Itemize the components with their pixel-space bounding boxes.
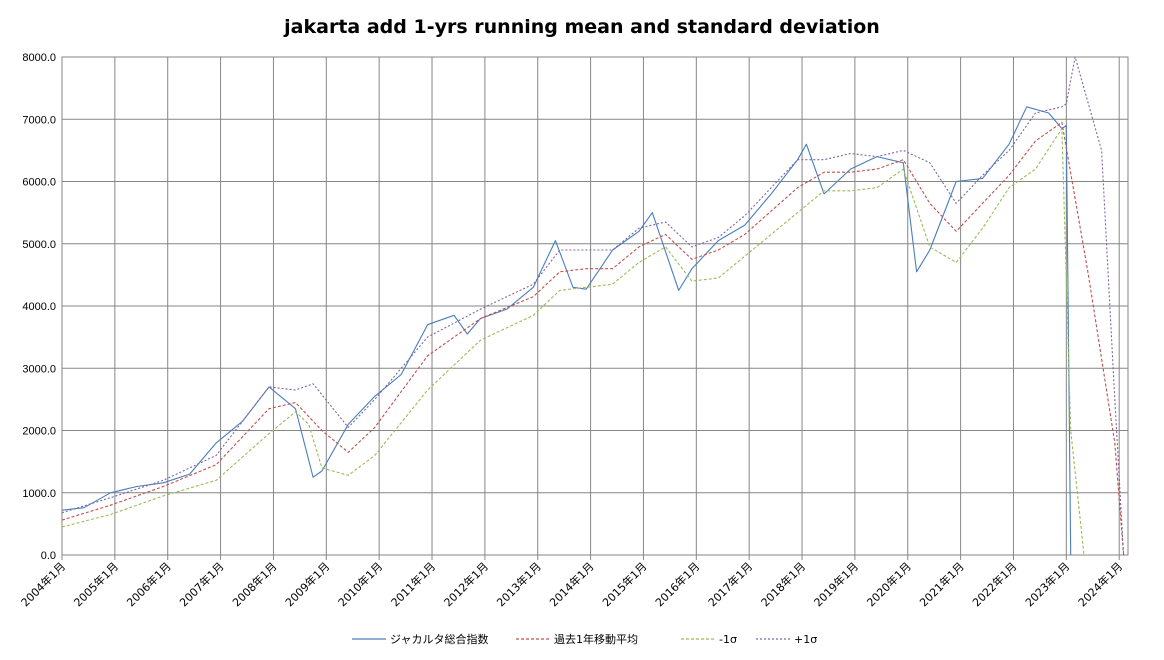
series-layer	[62, 56, 1125, 555]
x-tick-label: 2009年1月	[282, 559, 332, 609]
x-tick-label: 2018年1月	[758, 559, 808, 609]
y-tick-label: 3000.0	[22, 363, 56, 375]
legend-label: +1σ	[794, 633, 817, 646]
x-tick-label: 2005年1月	[71, 559, 121, 609]
y-tick-label: 2000.0	[22, 426, 56, 438]
x-tick-label: 2019年1月	[811, 559, 861, 609]
x-tick-label: 2023年1月	[1022, 559, 1072, 609]
legend-label: ジャカルタ総合指数	[390, 632, 488, 646]
y-tick-label: 0.0	[41, 550, 56, 562]
y-tick-label: 4000.0	[22, 301, 56, 313]
legend-label: 過去1年移動平均	[554, 632, 638, 646]
x-tick-label: 2022年1月	[969, 559, 1019, 609]
y-axis-tick-labels: 0.0 1000.0 2000.0 3000.0 4000.0 5000.0 6000.0 7…	[22, 52, 56, 562]
x-tick-label: 2014年1月	[547, 559, 597, 609]
y-tick-label: 6000.0	[22, 177, 56, 189]
x-tick-label: 2012年1月	[441, 559, 491, 609]
y-tick-label: 8000.0	[22, 52, 56, 64]
x-tick-label: 2004年1月	[18, 559, 68, 609]
grid-layer	[61, 56, 1129, 560]
chart-title: jakarta add 1-yrs running mean and stand…	[283, 16, 880, 38]
series-line-3	[62, 56, 1125, 555]
x-tick-label: 2008年1月	[229, 559, 279, 609]
series-line-2	[62, 128, 1085, 555]
x-tick-label: 2013年1月	[494, 559, 544, 609]
x-axis-tick-labels: 2004年1月 2005年1月 2006年1月 2007年1月 2008年1月 2009年…	[18, 559, 1125, 609]
x-tick-label: 2017年1月	[705, 559, 755, 609]
legend-label: -1σ	[719, 633, 737, 646]
y-tick-label: 7000.0	[22, 114, 56, 126]
x-tick-label: 2006年1月	[124, 559, 174, 609]
legend: ジャカルタ総合指数 過去1年移動平均 -1σ +1σ	[352, 632, 817, 646]
x-tick-label: 2016年1月	[652, 559, 702, 609]
x-tick-label: 2020年1月	[864, 559, 914, 609]
series-line-1	[62, 121, 1125, 555]
x-tick-label: 2021年1月	[917, 559, 967, 609]
x-tick-label: 2024年1月	[1075, 559, 1125, 609]
x-tick-label: 2007年1月	[176, 559, 226, 609]
y-tick-label: 5000.0	[22, 239, 56, 251]
series-line-0	[62, 106, 1072, 555]
x-tick-label: 2011年1月	[388, 559, 438, 609]
x-tick-label: 2015年1月	[599, 559, 649, 609]
y-tick-label: 1000.0	[22, 488, 56, 500]
plot-area-frame	[61, 56, 1129, 556]
x-tick-label: 2010年1月	[335, 559, 385, 609]
